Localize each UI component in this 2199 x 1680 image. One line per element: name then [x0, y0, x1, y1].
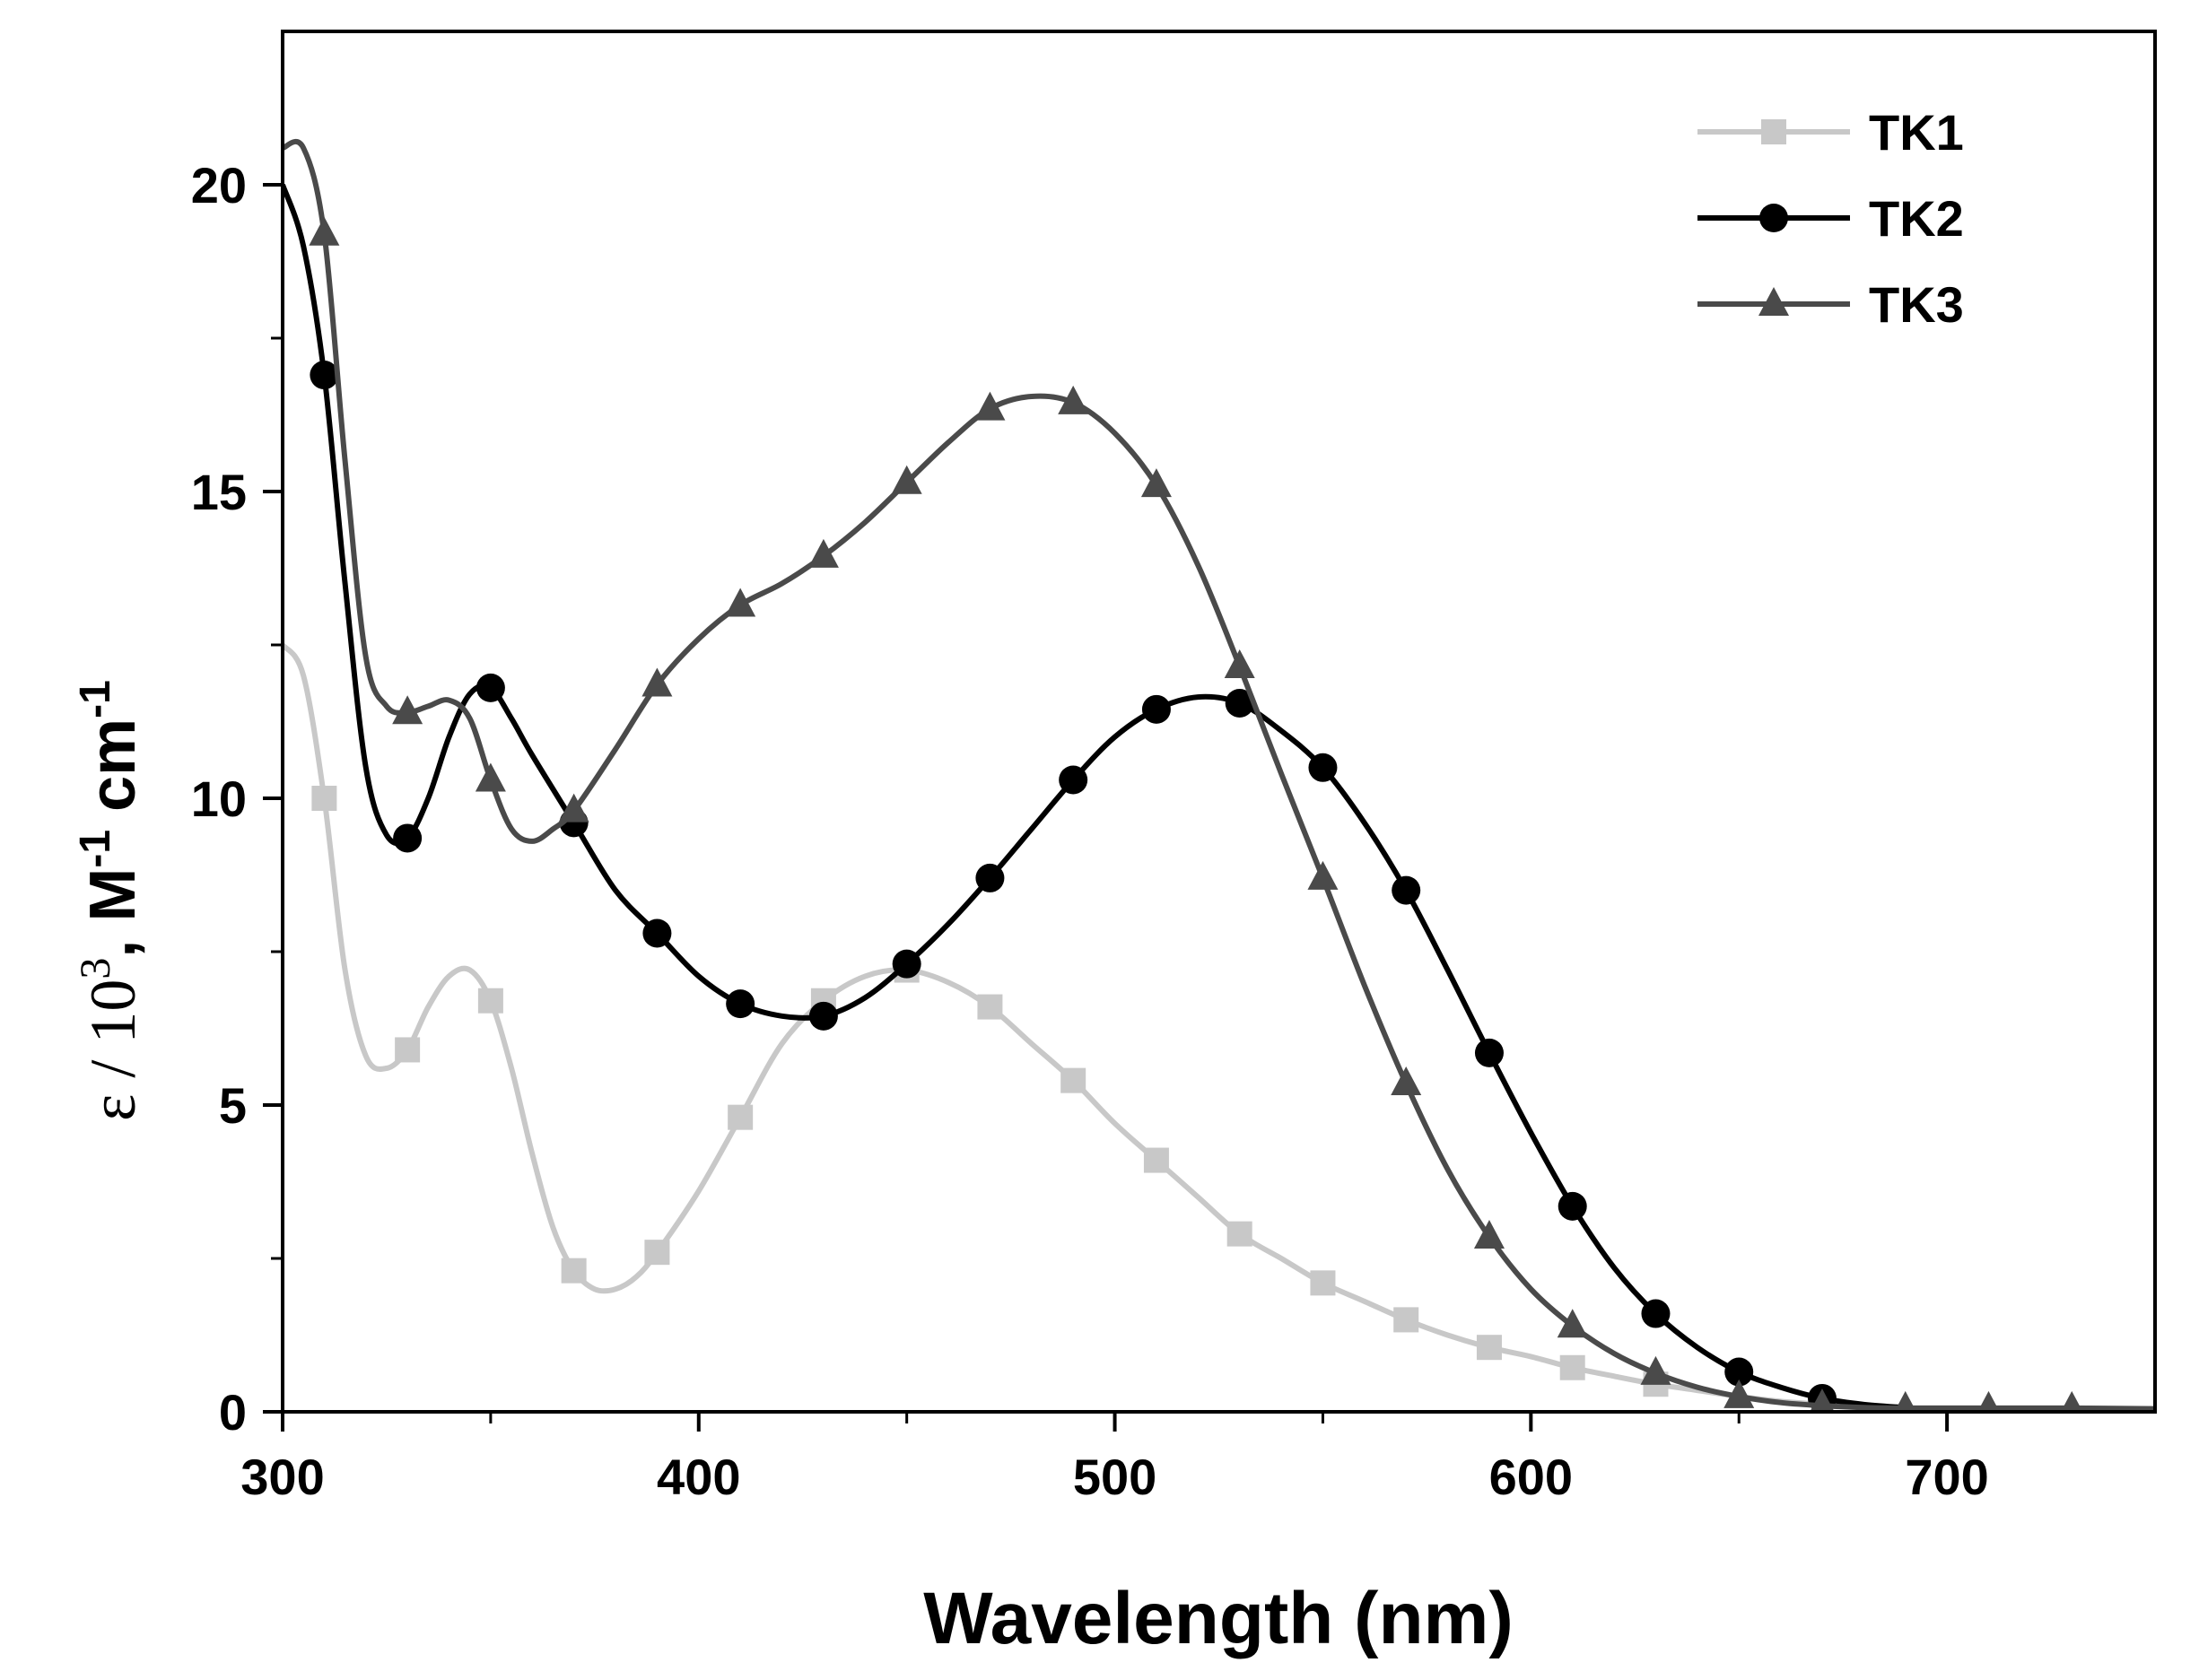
data-point-tk1	[561, 1258, 587, 1284]
data-point-tk3	[1894, 1390, 1917, 1412]
series-tk3	[283, 138, 2155, 1412]
data-point-tk2	[1724, 1357, 1754, 1387]
x-axis-ticks: 300 400 500 600 700	[240, 1412, 1989, 1505]
y-axis-title-scale-exponent: 3	[72, 958, 119, 979]
legend-marker-square	[1761, 119, 1786, 144]
data-point-tk1	[1393, 1307, 1419, 1333]
y-axis-title-m-exponent: -1	[72, 830, 119, 868]
data-point-tk2	[1141, 694, 1171, 724]
y-axis-title-units: , M	[77, 868, 149, 958]
data-point-tk3	[891, 465, 922, 494]
series-line-tk3	[283, 138, 2155, 1412]
y-axis-title-symbol: ε	[77, 1094, 149, 1121]
data-point-tk2	[642, 918, 672, 948]
data-point-tk3	[641, 667, 673, 697]
series-layer	[283, 138, 2155, 1412]
data-point-tk3	[1723, 1379, 1755, 1408]
legend-label: TK2	[1869, 190, 1964, 247]
data-point-tk1	[1226, 1221, 1252, 1247]
data-point-tk1	[728, 1104, 754, 1130]
data-point-tk1	[395, 1037, 421, 1063]
data-point-tk3	[725, 588, 756, 617]
data-point-tk1	[311, 786, 337, 811]
y-axis-title-cm-exponent: -1	[72, 680, 119, 718]
data-point-tk3	[1140, 468, 1172, 498]
data-point-tk3	[1473, 1220, 1505, 1249]
data-point-tk3	[1307, 860, 1339, 890]
data-point-tk2	[393, 823, 423, 853]
data-point-tk2	[892, 949, 921, 979]
x-tick-label: 600	[1489, 1449, 1573, 1505]
data-point-tk1	[1310, 1270, 1336, 1296]
data-point-tk3	[475, 762, 506, 792]
legend-label: TK1	[1869, 104, 1964, 161]
data-point-tk2	[1225, 688, 1254, 718]
data-point-tk3	[1640, 1355, 1671, 1385]
data-point-tk1	[477, 988, 503, 1014]
data-point-tk1	[1559, 1354, 1585, 1380]
legend: TK1 TK2 TK3	[1697, 104, 1964, 333]
data-point-tk3	[309, 216, 340, 246]
data-point-tk2	[310, 361, 339, 390]
data-point-tk1	[977, 994, 1003, 1020]
legend-marker-circle	[1759, 204, 1788, 232]
data-point-tk2	[975, 863, 1005, 892]
y-axis-title-cm: cm	[77, 718, 149, 830]
legend-marker-triangle	[1758, 287, 1789, 316]
data-point-tk3	[558, 793, 589, 823]
data-point-tk2	[1392, 875, 1421, 905]
data-point-tk3	[1810, 1388, 1835, 1412]
x-tick-label: 500	[1073, 1449, 1156, 1505]
data-point-tk1	[644, 1240, 670, 1266]
data-point-tk3	[1058, 385, 1089, 414]
data-point-tk1	[1060, 1067, 1086, 1093]
x-axis-title: Wavelength (nm)	[923, 1578, 1514, 1659]
legend-item-tk3: TK3	[1697, 276, 1964, 333]
data-point-tk3	[807, 538, 839, 568]
y-tick-label: 15	[191, 464, 247, 520]
plot-frame	[281, 30, 2157, 1414]
x-tick-label: 400	[657, 1449, 740, 1505]
data-point-tk2	[1059, 765, 1088, 795]
data-point-tk2	[476, 673, 505, 702]
data-point-tk2	[1558, 1191, 1587, 1221]
data-point-tk3	[1391, 1066, 1422, 1096]
y-axis-title: ε / 103, M-1 cm-1	[72, 680, 149, 1121]
data-point-tk2	[808, 1001, 838, 1031]
legend-label: TK3	[1869, 276, 1964, 333]
y-tick-label: 10	[191, 770, 247, 827]
data-point-tk3	[392, 695, 423, 725]
legend-item-tk1: TK1	[1697, 104, 1964, 161]
y-tick-label: 20	[191, 157, 247, 213]
data-point-tk2	[726, 989, 755, 1019]
y-tick-label: 5	[219, 1077, 247, 1134]
data-point-tk1	[1143, 1147, 1169, 1173]
y-tick-label: 0	[219, 1384, 247, 1441]
data-point-tk2	[1641, 1299, 1671, 1328]
y-axis-title-scale: / 10	[77, 979, 149, 1094]
legend-item-tk2: TK2	[1697, 190, 1964, 247]
x-tick-label: 300	[240, 1449, 324, 1505]
data-point-tk3	[1557, 1309, 1588, 1338]
data-point-tk2	[1308, 753, 1338, 782]
data-point-tk3	[2060, 1390, 2083, 1412]
data-point-tk3	[974, 391, 1006, 421]
data-point-tk3	[1224, 648, 1255, 678]
data-point-tk3	[1977, 1390, 2000, 1412]
data-point-tk2	[1474, 1038, 1504, 1067]
y-axis-ticks: 0 5 10 15 20	[191, 157, 283, 1441]
data-point-tk1	[1476, 1335, 1502, 1361]
x-tick-label: 700	[1905, 1449, 1988, 1505]
